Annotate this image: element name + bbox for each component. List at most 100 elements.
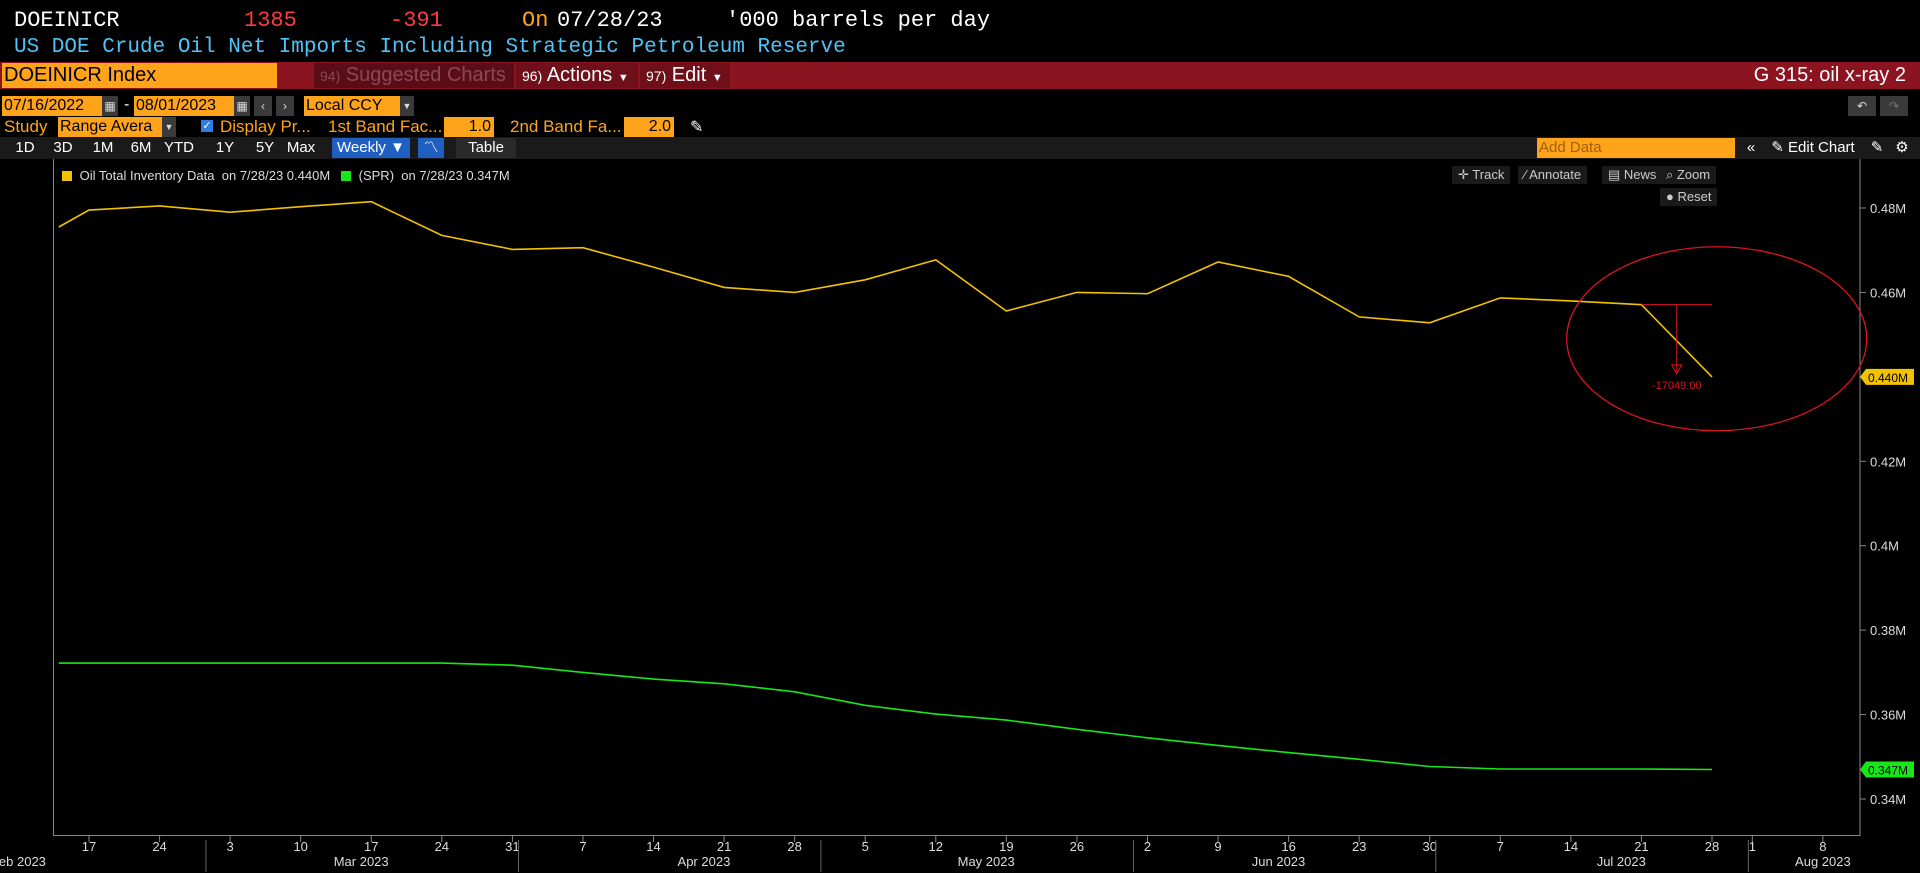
y-tick-label: 0.42M <box>1870 454 1906 469</box>
units-label: '000 barrels per day <box>726 8 991 33</box>
x-tick-label: 5 <box>862 839 869 854</box>
start-date-field[interactable]: 07/16/2022 <box>2 96 102 116</box>
chevron-down-icon: ▼ <box>711 72 723 84</box>
date-separator: - <box>124 96 130 113</box>
x-tick-label: 28 <box>787 839 801 854</box>
actions-button[interactable]: 96) Actions ▼ <box>516 63 638 88</box>
x-tick-label: 21 <box>1634 839 1648 854</box>
x-tick-label: 26 <box>1070 839 1084 854</box>
annotate-label: Annotate <box>1529 167 1582 182</box>
chevron-down-icon[interactable]: ▼ <box>162 117 176 137</box>
x-tick-label: 17 <box>82 839 96 854</box>
x-tick-label: 7 <box>579 839 586 854</box>
legend-spr-value: on 7/28/23 0.347M <box>401 168 510 183</box>
x-tick-label: 24 <box>152 839 166 854</box>
last-value-tag <box>1860 761 1914 778</box>
x-tick-label: 3 <box>227 839 234 854</box>
chevron-down-icon: ▼ <box>617 72 629 84</box>
security-field[interactable]: DOEINICR Index <box>2 63 277 88</box>
edit-label: Edit <box>671 64 707 86</box>
x-tick-label: 2 <box>1144 839 1151 854</box>
range-button-6m[interactable]: 6M <box>130 139 152 156</box>
range-button-5y[interactable]: 5Y <box>255 139 275 156</box>
x-tick-label: 23 <box>1352 839 1366 854</box>
track-label: Track <box>1472 167 1505 182</box>
calendar-icon[interactable]: ▦ <box>102 96 118 116</box>
chevron-left-icon[interactable]: ‹ <box>254 96 272 116</box>
x-tick-label: 17 <box>364 839 378 854</box>
suggested-label: Suggested Charts <box>345 64 506 86</box>
range-button-1m[interactable]: 1M <box>92 139 114 156</box>
security-description: US DOE Crude Oil Net Imports Including S… <box>14 36 846 59</box>
range-button-max[interactable]: Max <box>286 139 316 156</box>
chevron-down-icon[interactable]: ▼ <box>400 96 414 116</box>
suggested-charts-button[interactable]: 94) Suggested Charts <box>314 63 514 88</box>
pencil-icon[interactable]: ✎ <box>690 119 704 136</box>
news-label: News <box>1623 167 1657 182</box>
last-value: 1385 <box>244 8 297 33</box>
edit-num: 97) <box>646 68 667 84</box>
y-tick-label: 0.44M <box>1870 370 1906 385</box>
y-tick-label: 0.4M <box>1870 539 1899 554</box>
study-select[interactable]: Range Avera <box>58 117 162 137</box>
search-icon: ⌕ <box>1666 167 1674 182</box>
reset-button[interactable]: ● Reset <box>1660 188 1718 206</box>
undo-icon[interactable]: ↶ <box>1848 96 1876 116</box>
period-select[interactable]: Weekly ▼ <box>332 138 410 158</box>
x-tick-label: 8 <box>1819 839 1826 854</box>
month-label: Apr 2023 <box>678 854 731 869</box>
display-checkbox[interactable]: ✓ <box>201 120 213 132</box>
table-button[interactable]: Table <box>456 138 516 158</box>
band2-label: 2nd Band Fa... <box>510 117 622 136</box>
x-tick-label: 7 <box>1497 839 1504 854</box>
edit-icon[interactable]: ✎ <box>1870 139 1884 156</box>
value-date: 07/28/23 <box>557 8 663 33</box>
pencil-icon: ∕ <box>1524 167 1527 182</box>
gear-icon[interactable]: ⚙ <box>1895 139 1909 156</box>
calendar-icon[interactable]: ▦ <box>234 96 250 116</box>
ticker-symbol: DOEINICR <box>14 8 120 33</box>
add-data-input[interactable]: Add Data <box>1537 138 1735 158</box>
edit-chart-label: Edit Chart <box>1788 139 1855 156</box>
band2-field[interactable]: 2.0 <box>624 117 674 137</box>
study-label: Study <box>4 117 48 136</box>
last-value-label: 0.440M <box>1868 371 1908 385</box>
collapse-icon[interactable]: « <box>1746 139 1756 156</box>
x-tick-label: 9 <box>1214 839 1221 854</box>
range-button-1d[interactable]: 1D <box>15 139 35 156</box>
x-tick-label: 19 <box>999 839 1013 854</box>
line-chart-icon[interactable]: 〽 <box>418 138 444 158</box>
actions-num: 96) <box>522 68 543 84</box>
news-button[interactable]: ▤ News <box>1602 166 1663 184</box>
chart-plot-area[interactable] <box>53 159 1860 836</box>
month-label: Jul 2023 <box>1597 854 1646 869</box>
edit-button[interactable]: 97) Edit ▼ <box>640 63 730 88</box>
month-label: May 2023 <box>958 854 1015 869</box>
edit-chart-button[interactable]: ✎ Edit Chart <box>1766 138 1860 158</box>
zoom-button[interactable]: ⌕ Zoom <box>1660 166 1717 184</box>
reset-icon: ● <box>1666 189 1674 204</box>
annotate-button[interactable]: ∕ Annotate <box>1518 166 1588 184</box>
range-button-3d[interactable]: 3D <box>53 139 73 156</box>
month-label: Aug 2023 <box>1795 854 1851 869</box>
legend-oil-value: on 7/28/23 0.440M <box>221 168 331 183</box>
band1-field[interactable]: 1.0 <box>444 117 494 137</box>
redo-icon[interactable]: ↷ <box>1880 96 1908 116</box>
chevron-right-icon[interactable]: › <box>276 96 294 116</box>
x-tick-label: 24 <box>435 839 449 854</box>
end-date-field[interactable]: 08/01/2023 <box>134 96 234 116</box>
currency-select[interactable]: Local CCY <box>304 96 400 116</box>
y-tick-label: 0.48M <box>1870 201 1906 216</box>
x-tick-label: 31 <box>505 839 519 854</box>
range-button-1y[interactable]: 1Y <box>215 139 235 156</box>
y-tick-label: 0.34M <box>1870 792 1906 807</box>
chart-legend: Oil Total Inventory Data on 7/28/23 0.44… <box>62 168 510 183</box>
legend-swatch-spr <box>341 171 352 181</box>
legend-swatch-oil <box>62 171 72 181</box>
band1-label: 1st Band Fac... <box>328 117 443 136</box>
news-icon: ▤ <box>1608 167 1621 182</box>
track-button[interactable]: ✛ Track <box>1452 166 1511 184</box>
range-button-ytd[interactable]: YTD <box>164 139 194 156</box>
x-tick-label: 28 <box>1705 839 1719 854</box>
y-tick-label: 0.46M <box>1870 285 1906 300</box>
